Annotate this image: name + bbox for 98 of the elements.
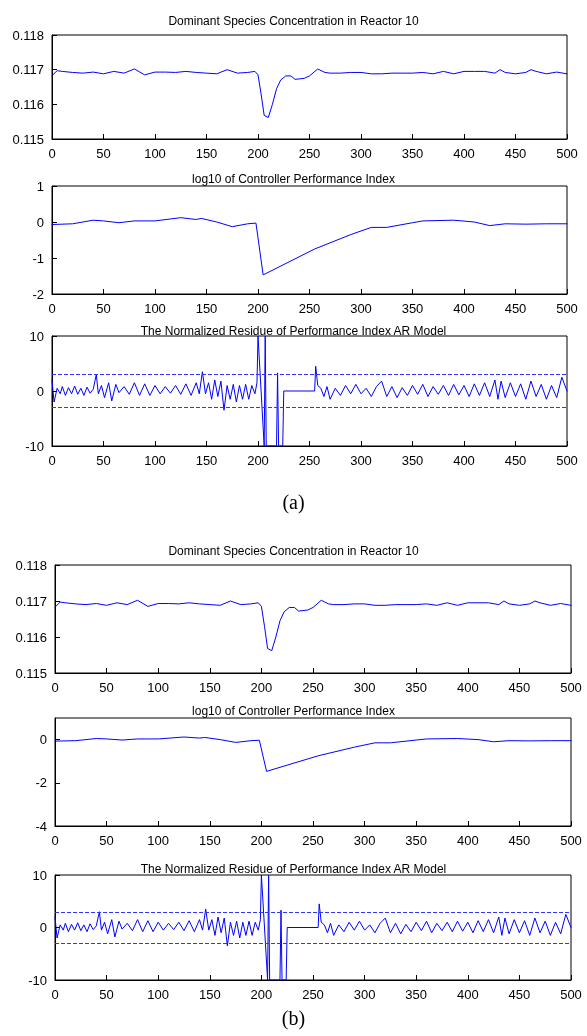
y-tick-label: 0.118	[12, 27, 44, 43]
chart-title: log10 of Controller Performance Index	[192, 704, 395, 718]
y-tick-label: 0	[36, 383, 44, 399]
x-tick-label: 250	[298, 301, 321, 316]
y-tick-label: -10	[25, 438, 44, 454]
y-tick-label: 0.115	[12, 131, 44, 147]
x-tick-label: 150	[195, 146, 218, 161]
x-tick-label: 50	[96, 146, 111, 161]
line-series	[54, 599, 572, 652]
y-tick-label: -1	[32, 250, 44, 266]
x-tick-label: 200	[250, 987, 273, 1002]
x-tick-label: 300	[350, 146, 372, 161]
x-tick-label: 450	[504, 146, 527, 161]
y-tick-label: 0	[39, 732, 47, 748]
y-tick-label: -4	[35, 818, 47, 834]
x-tick-label: 50	[96, 301, 111, 316]
x-tick-label: 500	[556, 301, 578, 316]
line-series	[51, 68, 568, 119]
x-tick-label: 100	[147, 680, 170, 695]
x-tick-label: 300	[353, 680, 376, 695]
chart-title: Dominant Species Concentration in Reactor 10	[168, 14, 419, 28]
x-tick-label: 50	[99, 680, 114, 695]
line-series	[54, 736, 572, 772]
x-tick-label: 150	[198, 987, 221, 1002]
x-tick-label: 100	[147, 833, 170, 848]
x-tick-label: 0	[51, 680, 59, 695]
x-tick-label: 50	[99, 987, 114, 1002]
x-tick-label: 150	[198, 680, 221, 695]
line-series	[54, 874, 572, 981]
x-tick-label: 50	[96, 453, 111, 468]
y-tick-label: 1	[36, 178, 44, 194]
x-tick-label: 500	[560, 680, 582, 695]
y-tick-label: 0.115	[15, 665, 47, 681]
x-tick-label: 400	[453, 301, 475, 316]
text: (b)	[281, 1007, 306, 1030]
x-tick-label: 350	[405, 680, 428, 695]
y-tick-label: -2	[35, 775, 47, 791]
y-tick-label: 10	[32, 867, 47, 883]
chart-title: log10 of Controller Performance Index	[192, 172, 395, 186]
y-tick-label: 0.117	[12, 62, 44, 78]
x-tick-label: 350	[401, 146, 424, 161]
y-tick-label: 0	[36, 214, 44, 230]
text: (a)	[282, 491, 305, 514]
x-tick-label: 500	[560, 833, 582, 848]
x-tick-label: 300	[353, 987, 376, 1002]
x-tick-label: 200	[250, 833, 273, 848]
x-tick-label: 450	[504, 301, 527, 316]
x-tick-label: 250	[302, 680, 324, 695]
x-tick-label: 450	[508, 680, 531, 695]
x-tick-label: 100	[144, 301, 166, 316]
x-tick-label: 250	[302, 987, 324, 1002]
y-tick-label: 10	[29, 328, 44, 344]
x-tick-label: 500	[560, 987, 582, 1002]
x-tick-label: 300	[350, 301, 372, 316]
x-tick-label: 0	[51, 833, 59, 848]
x-tick-label: 350	[401, 453, 424, 468]
x-tick-label: 500	[556, 453, 578, 468]
y-tick-label: -2	[32, 286, 44, 302]
y-tick-label: -10	[28, 972, 47, 988]
x-tick-label: 150	[195, 301, 218, 316]
chart-title: The Normalized Residue of Performance Index AR Model	[140, 862, 447, 876]
x-tick-label: 500	[556, 146, 578, 161]
y-tick-label: 0.117	[15, 593, 47, 609]
x-tick-label: 250	[298, 453, 321, 468]
x-tick-label: 200	[247, 301, 269, 316]
x-tick-label: 450	[508, 987, 531, 1002]
x-tick-label: 200	[247, 453, 269, 468]
x-tick-label: 200	[247, 146, 269, 161]
x-tick-label: 350	[405, 833, 428, 848]
line-series	[51, 217, 568, 276]
x-tick-label: 450	[504, 453, 527, 468]
x-tick-label: 400	[456, 987, 479, 1002]
x-tick-label: 200	[250, 680, 273, 695]
x-tick-label: 50	[99, 833, 114, 848]
x-tick-label: 450	[508, 833, 531, 848]
x-tick-label: 350	[405, 987, 428, 1002]
x-tick-label: 100	[144, 146, 166, 161]
x-tick-label: 400	[453, 453, 475, 468]
x-tick-label: 150	[198, 833, 221, 848]
y-tick-label: 0.116	[12, 96, 44, 112]
x-tick-label: 300	[353, 833, 376, 848]
line-series	[51, 335, 568, 447]
x-tick-label: 150	[195, 453, 218, 468]
y-tick-label: 0.116	[15, 629, 47, 645]
x-tick-label: 100	[147, 987, 170, 1002]
chart-title: The Normalized Residue of Performance Index AR Model	[140, 324, 447, 338]
x-tick-label: 400	[456, 680, 479, 695]
y-tick-label: 0.118	[15, 557, 47, 573]
x-tick-label: 300	[350, 453, 372, 468]
x-tick-label: 350	[401, 301, 424, 316]
y-tick-label: 0	[39, 920, 47, 935]
x-tick-label: 0	[51, 987, 59, 1002]
x-tick-label: 250	[298, 146, 321, 161]
x-tick-label: 250	[302, 833, 324, 848]
x-tick-label: 100	[144, 453, 166, 468]
x-tick-label: 400	[453, 146, 475, 161]
chart-title: Dominant Species Concentration in Reactor 10	[168, 544, 419, 558]
x-tick-label: 400	[456, 833, 479, 848]
